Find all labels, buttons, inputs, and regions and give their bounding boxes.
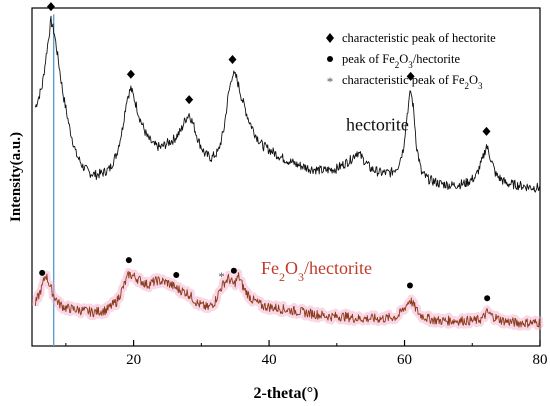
diamond-marker bbox=[185, 95, 194, 105]
annotations: hectorite Fe2O3/hectorite bbox=[261, 115, 409, 285]
legend-circle-icon bbox=[327, 56, 333, 62]
x-ticks: 20 40 60 80 bbox=[65, 340, 548, 368]
series-annotation-0: hectorite bbox=[346, 115, 409, 135]
asterisk-marker: * bbox=[218, 269, 225, 284]
series-group bbox=[31, 14, 544, 346]
legend-entry-label: characteristic peak of hectorite bbox=[342, 31, 496, 45]
plot-frame bbox=[31, 7, 541, 347]
diamond-marker bbox=[228, 54, 237, 64]
diamond-marker bbox=[482, 126, 491, 136]
circle-marker bbox=[484, 295, 491, 302]
circle-marker bbox=[230, 267, 237, 274]
legend-entry-label: characteristic peak of Fe2O3 bbox=[342, 73, 483, 91]
series-line-0 bbox=[34, 15, 541, 193]
circle-marker bbox=[173, 271, 180, 278]
x-axis-label: 2-theta(°) bbox=[253, 385, 318, 402]
axis-labels: 2-theta(°) Intensity(a.u.) bbox=[8, 132, 319, 402]
peak-markers: * bbox=[39, 2, 491, 302]
x-tick-label: 60 bbox=[397, 352, 412, 368]
x-tick-label: 20 bbox=[126, 352, 141, 368]
legend-entry-label: peak of Fe2O3/hectorite bbox=[342, 52, 460, 70]
diamond-marker bbox=[46, 2, 55, 12]
diamond-marker bbox=[126, 69, 135, 79]
y-axis-label: Intensity(a.u.) bbox=[8, 132, 24, 222]
legend-diamond-icon bbox=[326, 33, 334, 43]
circle-marker bbox=[125, 257, 132, 264]
legend-asterisk-icon: * bbox=[327, 74, 334, 89]
plot-background bbox=[31, 7, 541, 347]
circle-marker bbox=[39, 269, 46, 276]
series-annotation-1: Fe2O3/hectorite bbox=[261, 258, 372, 284]
x-tick-label: 80 bbox=[533, 352, 548, 368]
series-line-1 bbox=[34, 270, 541, 328]
x-tick-label: 40 bbox=[262, 352, 277, 368]
diamond-marker bbox=[406, 71, 415, 81]
legend: characteristic peak of hectorite peak of … bbox=[326, 31, 496, 91]
circle-marker bbox=[406, 282, 413, 289]
